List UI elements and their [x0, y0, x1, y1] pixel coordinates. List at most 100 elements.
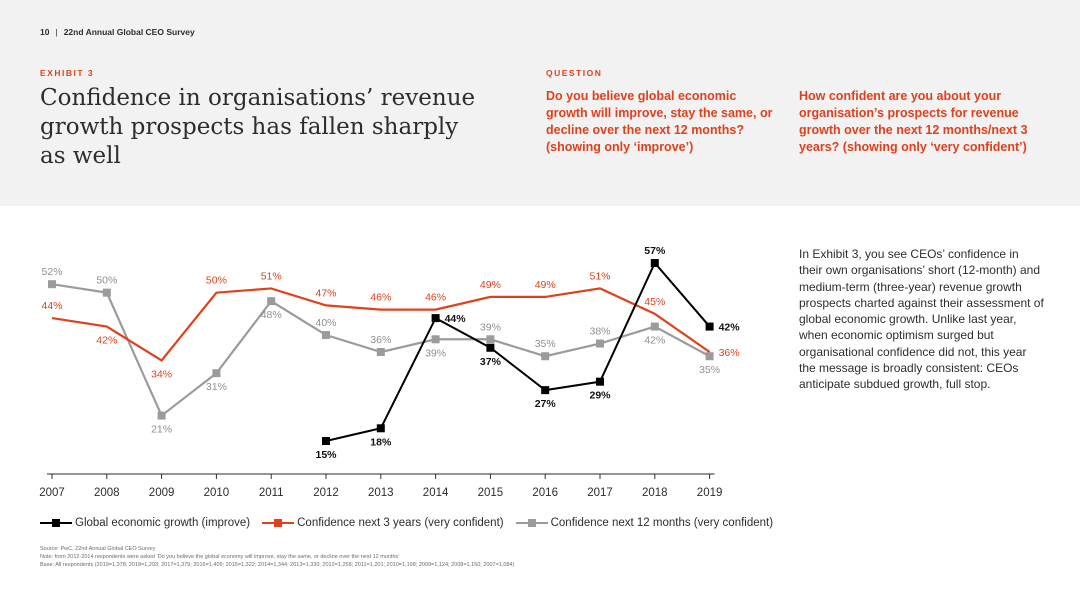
x-axis-ticks: 2007 2008 2009 2010 2011 2012 2013 2014 2015 2016… — [39, 474, 722, 499]
legend-label-three-year: Confidence next 3 years (very confident) — [297, 517, 504, 529]
point-twelve_month-2018 — [650, 322, 659, 331]
commentary-text: In Exhibit 3, you see CEOs’ confidence i… — [799, 247, 1044, 392]
question-revenue-confidence: How confident are you about your organis… — [799, 89, 1028, 154]
data-label-twelve_month-2010: 31% — [206, 381, 227, 393]
point-global-2018 — [650, 259, 659, 267]
point-twelve_month-2010 — [212, 369, 221, 378]
data-label-twelve_month-2009: 21% — [151, 424, 172, 436]
point-global-2013 — [376, 424, 385, 433]
point-twelve_month-2009 — [157, 411, 166, 420]
series-line-global — [325, 261, 711, 442]
point-twelve_month-2011 — [267, 297, 276, 306]
footnote-source: Source: PwC, 22nd Annual Global CEO Surv… — [40, 546, 156, 552]
meta-separator: | — [55, 27, 58, 37]
legend-item-twelve-month: Confidence next 12 months (very confiden… — [515, 516, 774, 530]
x-tick-label-2014: 2014 — [423, 487, 449, 499]
point-global-2015 — [486, 343, 495, 352]
publication-name: 22nd Annual Global CEO Survey — [63, 27, 195, 37]
data-label-twelve_month-2019: 35% — [699, 364, 720, 376]
data-label-three_year-2013: 46% — [370, 292, 391, 304]
legend-item-three-year: Confidence next 3 years (very confident) — [262, 516, 504, 530]
data-label-three_year-2010: 50% — [206, 275, 227, 287]
point-twelve_month-2013 — [376, 348, 385, 356]
x-tick-label-2011: 2011 — [259, 487, 284, 499]
series-three_year — [51, 287, 711, 362]
data-label-global-2013: 18% — [370, 436, 392, 448]
x-tick-label-2013: 2013 — [368, 487, 394, 499]
point-twelve_month-2019 — [705, 352, 714, 361]
data-label-three_year-2019: 36% — [719, 347, 740, 359]
x-tick-label-2012: 2012 — [313, 487, 339, 499]
data-label-global-2016: 27% — [535, 398, 557, 410]
x-tick-label-2010: 2010 — [204, 487, 230, 499]
x-tick-label-2015: 2015 — [478, 487, 504, 499]
legend-marker-three-year — [262, 516, 295, 530]
point-twelve_month-2008 — [102, 288, 111, 297]
data-label-three_year-2017: 51% — [589, 270, 610, 282]
line-chart: 52% 50% 21% 31% 48% 40% 36% 39% 39% 35% 38% 42% 35% 4… — [39, 245, 740, 499]
data-label-three_year-2011: 51% — [261, 270, 282, 282]
point-global-2017 — [596, 377, 604, 386]
series-twelve_month — [48, 280, 714, 420]
header-band — [0, 0, 1080, 206]
point-twelve_month-2016 — [541, 352, 550, 361]
data-label-three_year-2018: 45% — [644, 296, 665, 308]
series-global — [322, 259, 714, 445]
data-label-twelve_month-2012: 40% — [315, 317, 336, 329]
data-label-three_year-2015: 49% — [480, 279, 501, 291]
data-label-three_year-2008: 42% — [96, 335, 117, 347]
data-label-global-2017: 29% — [589, 390, 611, 402]
point-global-2016 — [541, 386, 550, 395]
series-layer — [48, 259, 714, 445]
data-label-layer: 52% 50% 21% 31% 48% 40% 36% 39% 39% 35% 38% 42% 35% 4… — [41, 245, 740, 461]
legend-label-twelve-month: Confidence next 12 months (very confiden… — [550, 517, 774, 529]
data-label-global-2019: 42% — [719, 322, 741, 334]
data-label-twelve_month-2013: 36% — [370, 334, 391, 346]
exhibit-title: Confidence in organisations’ revenue gro… — [40, 85, 476, 169]
point-global-2012 — [322, 437, 330, 445]
point-twelve_month-2015 — [486, 335, 495, 344]
data-label-global-2014: 44% — [445, 313, 467, 325]
point-twelve_month-2017 — [596, 339, 604, 348]
data-label-three_year-2012: 47% — [315, 287, 336, 299]
point-global-2014 — [431, 314, 440, 323]
data-label-twelve_month-2011: 48% — [261, 309, 282, 321]
data-label-three_year-2007: 44% — [41, 300, 62, 312]
data-label-twelve_month-2007: 52% — [41, 266, 62, 278]
x-tick-label-2008: 2008 — [94, 487, 120, 499]
data-label-global-2015: 37% — [480, 356, 502, 368]
footnote-base: Base: All respondents (2019=1,378; 2018=… — [40, 562, 515, 568]
x-tick-label-2019: 2019 — [697, 487, 723, 499]
footnotes: Source: PwC, 22nd Annual Global CEO Surv… — [40, 545, 514, 569]
data-label-twelve_month-2016: 35% — [535, 338, 556, 350]
point-global-2019 — [705, 322, 714, 331]
series-line-three_year — [51, 287, 711, 362]
point-twelve_month-2007 — [48, 280, 56, 289]
legend-item-global: Global economic growth (improve) — [40, 516, 250, 530]
x-tick-label-2017: 2017 — [587, 487, 613, 499]
data-label-twelve_month-2008: 50% — [96, 275, 117, 287]
x-tick-label-2007: 2007 — [39, 487, 65, 499]
data-label-global-2018: 57% — [644, 245, 666, 257]
page-meta: 10 | 22nd Annual Global CEO Survey — [40, 27, 195, 37]
x-tick-label-2018: 2018 — [642, 487, 668, 499]
x-tick-label-2016: 2016 — [532, 487, 558, 499]
data-label-three_year-2009: 34% — [151, 368, 172, 380]
data-label-global-2012: 15% — [315, 449, 337, 461]
question-economic-growth: Do you believe global economic growth wi… — [546, 89, 773, 154]
data-label-three_year-2016: 49% — [535, 279, 556, 291]
footnote-note: Note: from 2012-2014 respondents were as… — [40, 554, 400, 560]
x-tick-label-2009: 2009 — [149, 487, 175, 499]
question-label: QUESTION — [546, 68, 603, 78]
point-twelve_month-2014 — [431, 335, 440, 344]
exhibit-label: EXHIBIT 3 — [40, 68, 95, 78]
chart-legend: Global economic growth (improve) Confide… — [40, 514, 785, 532]
point-twelve_month-2012 — [322, 331, 330, 340]
data-label-three_year-2014: 46% — [425, 292, 446, 304]
legend-marker-global — [40, 516, 72, 530]
data-label-twelve_month-2017: 38% — [589, 326, 610, 338]
data-label-twelve_month-2015: 39% — [480, 321, 501, 333]
page-number: 10 — [40, 27, 50, 37]
data-label-twelve_month-2014: 39% — [425, 347, 446, 359]
legend-marker-twelve-month — [515, 516, 548, 530]
